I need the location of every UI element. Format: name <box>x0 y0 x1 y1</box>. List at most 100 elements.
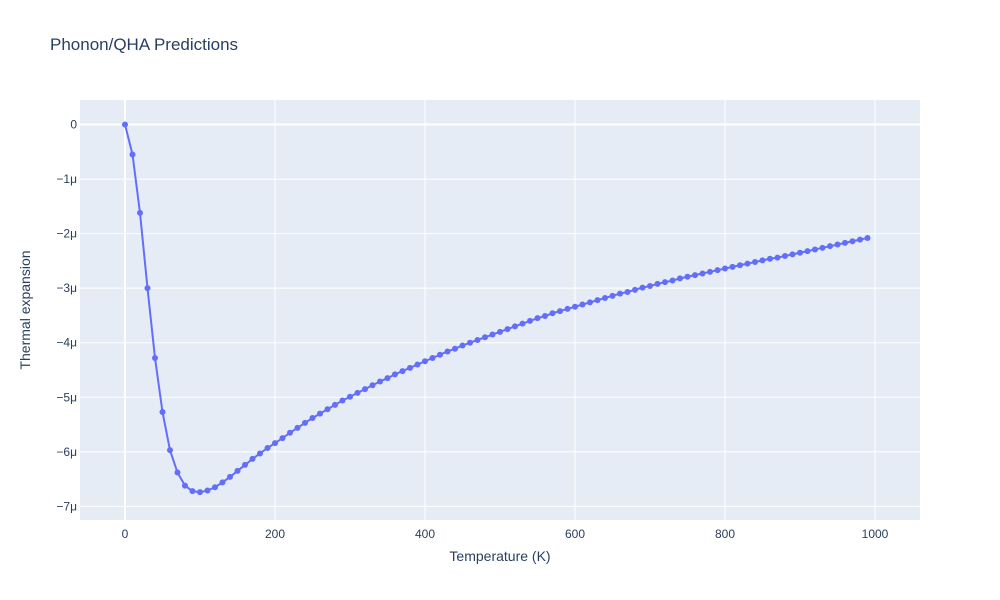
data-point[interactable] <box>399 368 406 375</box>
data-point[interactable] <box>272 440 278 447</box>
data-point[interactable] <box>587 299 593 306</box>
data-point[interactable] <box>692 272 698 279</box>
data-point[interactable] <box>212 484 218 491</box>
data-point[interactable] <box>482 334 488 341</box>
data-point[interactable] <box>317 410 323 417</box>
data-point[interactable] <box>362 386 368 393</box>
data-point[interactable] <box>699 270 706 277</box>
data-point[interactable] <box>459 342 466 349</box>
data-point[interactable] <box>159 409 166 415</box>
data-point[interactable] <box>369 382 376 389</box>
data-point[interactable] <box>497 328 503 335</box>
data-point[interactable] <box>707 268 713 275</box>
data-point[interactable] <box>429 355 436 361</box>
data-point[interactable] <box>527 317 533 324</box>
data-point[interactable] <box>534 315 541 322</box>
data-point[interactable] <box>834 241 841 248</box>
data-point[interactable] <box>774 254 781 261</box>
data-point[interactable] <box>797 249 803 256</box>
data-point[interactable] <box>264 445 271 451</box>
data-point[interactable] <box>324 406 331 413</box>
data-point[interactable] <box>677 275 683 282</box>
data-point[interactable] <box>137 209 143 216</box>
data-point[interactable] <box>204 487 211 494</box>
data-point[interactable] <box>354 389 361 396</box>
data-point[interactable] <box>827 243 833 250</box>
data-point[interactable] <box>782 253 788 259</box>
data-point[interactable] <box>422 358 428 365</box>
data-point[interactable] <box>467 339 473 346</box>
data-point[interactable] <box>654 280 661 287</box>
data-point[interactable] <box>557 308 563 315</box>
data-point[interactable] <box>242 461 248 468</box>
data-point[interactable] <box>759 257 766 264</box>
data-point[interactable] <box>302 419 308 426</box>
data-point[interactable] <box>647 283 653 289</box>
data-point[interactable] <box>129 151 136 158</box>
data-point[interactable] <box>594 297 601 304</box>
data-point[interactable] <box>144 285 151 292</box>
data-point[interactable] <box>227 473 233 480</box>
data-point[interactable] <box>564 305 571 312</box>
data-point[interactable] <box>474 337 481 343</box>
data-point[interactable] <box>197 489 203 496</box>
data-point[interactable] <box>662 279 668 286</box>
data-point[interactable] <box>309 415 316 421</box>
data-point[interactable] <box>414 361 421 368</box>
data-point[interactable] <box>219 479 226 486</box>
data-point[interactable] <box>294 424 301 431</box>
data-point[interactable] <box>572 303 578 310</box>
data-point[interactable] <box>617 290 623 297</box>
data-point[interactable] <box>639 284 646 291</box>
data-point[interactable] <box>452 345 458 352</box>
data-point[interactable] <box>257 450 263 457</box>
data-point[interactable] <box>767 255 773 262</box>
data-point[interactable] <box>122 121 128 128</box>
data-point[interactable] <box>624 289 631 295</box>
data-point[interactable] <box>384 375 391 382</box>
data-point[interactable] <box>842 239 848 246</box>
data-point[interactable] <box>752 259 758 265</box>
data-point[interactable] <box>669 277 676 284</box>
data-point[interactable] <box>437 351 443 358</box>
data-point[interactable] <box>722 265 728 272</box>
data-point[interactable] <box>729 263 736 270</box>
data-point[interactable] <box>542 313 548 319</box>
data-point[interactable] <box>609 292 616 299</box>
data-point[interactable] <box>812 246 818 253</box>
data-point[interactable] <box>287 429 293 436</box>
data-point[interactable] <box>407 364 413 371</box>
data-point[interactable] <box>444 348 451 355</box>
data-point[interactable] <box>182 482 188 489</box>
data-point[interactable] <box>602 295 608 301</box>
data-point[interactable] <box>714 267 721 274</box>
data-point[interactable] <box>849 238 856 245</box>
data-point[interactable] <box>392 371 398 378</box>
data-point[interactable] <box>377 378 383 385</box>
data-point[interactable] <box>234 467 241 474</box>
data-point[interactable] <box>737 262 743 269</box>
data-point[interactable] <box>279 435 286 442</box>
data-point[interactable] <box>632 286 638 293</box>
data-point[interactable] <box>804 248 811 255</box>
data-point[interactable] <box>857 236 863 243</box>
data-point[interactable] <box>249 455 256 462</box>
data-point[interactable] <box>167 447 173 454</box>
data-point[interactable] <box>744 260 751 267</box>
data-point[interactable] <box>189 488 196 495</box>
data-point[interactable] <box>339 397 346 404</box>
data-point[interactable] <box>152 355 158 361</box>
data-point[interactable] <box>819 244 826 251</box>
data-point[interactable] <box>332 401 338 408</box>
data-point[interactable] <box>789 251 796 258</box>
data-point[interactable] <box>347 393 353 400</box>
data-point[interactable] <box>864 235 871 241</box>
data-point[interactable] <box>504 326 511 333</box>
data-point[interactable] <box>512 323 518 330</box>
data-point[interactable] <box>489 331 496 338</box>
data-point[interactable] <box>174 469 181 476</box>
data-point[interactable] <box>549 310 556 317</box>
data-point[interactable] <box>684 273 691 280</box>
data-point[interactable] <box>579 301 586 308</box>
data-point[interactable] <box>519 320 526 327</box>
